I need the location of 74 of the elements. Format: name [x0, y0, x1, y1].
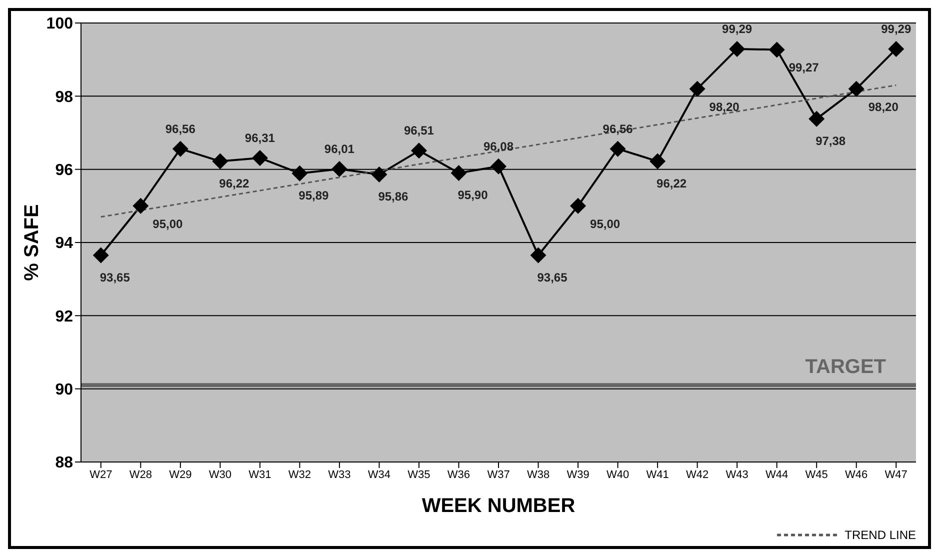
point	[132, 198, 149, 214]
x-tick-label: W45	[805, 468, 828, 481]
point	[292, 165, 308, 182]
y-tick-label: 94	[55, 235, 74, 252]
data-label: 99,29	[881, 22, 912, 36]
point	[808, 110, 825, 127]
data-label: 98,20	[868, 100, 899, 114]
x-tick-label: W46	[845, 468, 868, 481]
point	[331, 160, 348, 177]
point	[490, 158, 506, 174]
data-label: 95,89	[298, 188, 330, 202]
data-label: 96,08	[483, 139, 514, 154]
y-tick-label: 100	[46, 16, 74, 33]
data-label: 93,65	[100, 270, 130, 284]
data-label: 98,20	[709, 100, 740, 114]
point	[610, 140, 626, 157]
x-tick-label: W35	[408, 468, 430, 481]
data-label: 95,00	[152, 216, 183, 231]
x-tick-label: W39	[566, 468, 590, 481]
point	[689, 80, 706, 97]
x-tick-label: W43	[726, 468, 748, 481]
point	[212, 153, 228, 170]
point	[371, 166, 388, 182]
point	[729, 40, 746, 57]
data-label: 99,27	[788, 60, 820, 75]
x-tick-label: W33	[328, 468, 351, 481]
x-tick-label: W38	[526, 468, 550, 481]
x-tick-label: W28	[129, 468, 152, 481]
data-label: 99,29	[722, 22, 752, 36]
legend-label: TREND LINE	[844, 528, 916, 542]
y-tick-label: 88	[55, 454, 74, 472]
data-label: 96,01	[324, 142, 355, 156]
y-tick-label: 96	[55, 162, 74, 180]
x-tick-label: W44	[766, 468, 788, 481]
data-label: 93,65	[537, 270, 568, 284]
x-tick-label: W30	[208, 468, 232, 481]
data-label: 97,38	[816, 134, 846, 148]
point	[530, 247, 546, 264]
data-label: 96,51	[404, 124, 434, 138]
x-tick-label: W41	[646, 468, 669, 481]
data-label: 96,31	[244, 130, 276, 145]
point	[570, 198, 586, 214]
y-tick-label: 98	[55, 88, 74, 106]
x-tick-label: W34	[368, 468, 391, 481]
point	[768, 42, 785, 58]
x-tick-label: W42	[686, 468, 709, 481]
x-tick-label: W27	[90, 468, 112, 481]
data-label: 96,22	[656, 176, 687, 190]
y-tick-label: 90	[55, 382, 74, 399]
data-label: 96,56	[602, 122, 634, 136]
y-axis-title: % SAFE	[21, 204, 44, 281]
point	[848, 80, 864, 97]
x-tick-label: W37	[487, 468, 510, 481]
point	[252, 150, 268, 166]
data-label: 95,86	[378, 189, 409, 204]
data-label: 96,56	[165, 122, 196, 136]
point	[650, 153, 666, 170]
x-axis-title: WEEK NUMBER	[422, 495, 576, 517]
x-tick-label: W36	[447, 468, 470, 481]
point	[450, 164, 467, 181]
data-label: 95,90	[458, 188, 488, 202]
x-tick-label: W31	[248, 468, 272, 481]
x-tick-label: W40	[606, 468, 630, 481]
x-tick-label: W47	[884, 468, 908, 481]
point	[172, 140, 188, 157]
point	[888, 40, 904, 57]
point	[410, 142, 427, 159]
ref-line-label: TARGET	[805, 356, 886, 378]
x-tick-label: W29	[169, 468, 192, 481]
x-tick-label: W32	[288, 468, 312, 481]
y-tick-label: 92	[55, 308, 74, 326]
data-label: 95,00	[590, 216, 620, 231]
point	[92, 247, 109, 264]
data-label: 96,22	[219, 176, 250, 190]
